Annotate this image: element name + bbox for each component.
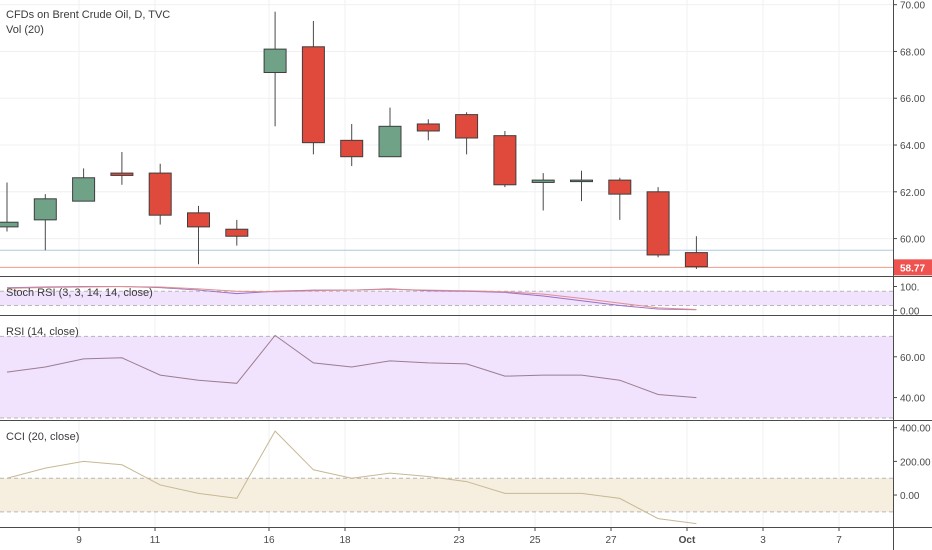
stoch-rsi-lines (6, 285, 697, 311)
price-axis-label: 60.00 (900, 235, 925, 246)
rsi-line (6, 334, 697, 399)
candles (0, 11, 708, 269)
cci-axis-label: 0.00 (900, 491, 920, 502)
cci-band (0, 477, 893, 513)
candle-down (608, 179, 632, 195)
price-axis-label: 66.00 (900, 94, 925, 105)
candle-down (684, 252, 708, 268)
candle-down (225, 228, 249, 237)
candle-up (378, 125, 402, 158)
stoch-rsi-title: Stoch RSI (3, 3, 14, 14, close) (6, 287, 153, 299)
time-axis-label: 25 (529, 535, 541, 546)
candle-down (646, 191, 670, 256)
time-axis-label: 27 (605, 535, 617, 546)
candle-down (301, 46, 325, 144)
candle-up (72, 177, 96, 202)
rsi-title: RSI (14, close) (6, 326, 79, 338)
price-axis[interactable]: 60.00 62.00 64.00 66.00 68.00 70.00 58.77 0.00 1… (893, 1, 932, 502)
stoch-rsi-axis-label: 0.00 (900, 306, 920, 317)
time-axis-label: 23 (453, 535, 465, 546)
candle-down (148, 172, 172, 216)
volume-label: Vol (20) (6, 24, 44, 36)
time-axis-label: 18 (339, 535, 351, 546)
cci-line (6, 430, 697, 525)
candle-up (531, 179, 555, 183)
rsi-series-line (6, 334, 697, 399)
cci-axis-label: 400.00 (900, 424, 931, 435)
time-axis-label: 9 (76, 535, 82, 546)
last-price-tag (894, 259, 932, 276)
symbol-title: CFDs on Brent Crude Oil, D, TVC (6, 9, 170, 21)
time-axis[interactable]: 9 11 16 18 23 25 27 Oct 3 7 (76, 527, 842, 546)
time-axis-label: 3 (760, 535, 766, 546)
candle-down (416, 123, 440, 132)
candle-down (110, 172, 134, 176)
cci-axis-label: 200.00 (900, 457, 931, 468)
candle-down (455, 114, 479, 139)
stoch-rsi-band (0, 290, 893, 306)
stoch-rsi-pane[interactable]: Stoch RSI (3, 3, 14, 14, close) (0, 285, 893, 311)
time-axis-label: 16 (263, 535, 275, 546)
rsi-band-fill (0, 336, 893, 418)
price-axis-label: 70.00 (900, 1, 925, 12)
rsi-pane[interactable]: RSI (14, close) (0, 326, 893, 419)
candle-down (187, 212, 210, 228)
price-pane[interactable]: CFDs on Brent Crude Oil, D, TVC Vol (20) (0, 0, 893, 527)
stoch-rsi-axis-label: 100. (900, 283, 919, 294)
candle-up (0, 221, 19, 228)
cci-series-line (6, 430, 697, 525)
rsi-axis-label: 60.00 (900, 353, 925, 364)
candle-down (493, 135, 517, 186)
candle-down (340, 139, 364, 158)
price-axis-label: 64.00 (900, 141, 925, 152)
cci-title: CCI (20, close) (6, 431, 79, 443)
price-horizontal-lines (0, 249, 893, 268)
last-price-label: 58.77 (900, 263, 925, 274)
time-axis-label: 11 (150, 535, 161, 546)
stoch-rsi-series-line (6, 285, 697, 311)
candle-up (33, 198, 57, 221)
candle-up (263, 48, 287, 74)
time-axis-label: 7 (836, 535, 842, 546)
rsi-band (0, 335, 893, 419)
price-axis-label: 62.00 (900, 188, 925, 199)
candle-up (570, 179, 593, 183)
stoch-rsi-band-fill (0, 291, 893, 306)
cci-pane[interactable]: CCI (20, close) (0, 430, 893, 525)
cci-band-fill (0, 478, 893, 512)
price-axis-label: 68.00 (900, 47, 925, 58)
time-axis-label: Oct (679, 535, 696, 546)
rsi-axis-label: 40.00 (900, 394, 925, 405)
